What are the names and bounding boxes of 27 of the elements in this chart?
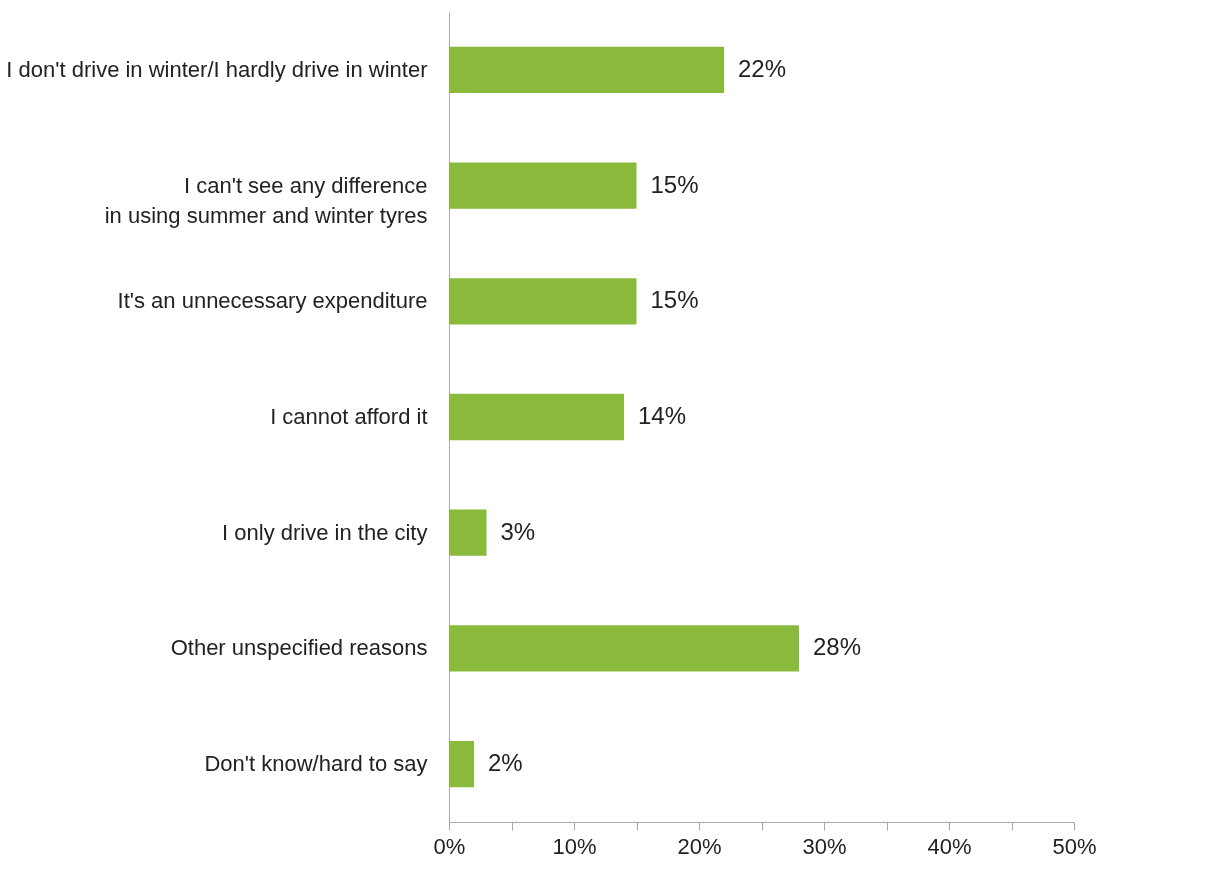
bar: [449, 46, 724, 93]
bar: [449, 625, 799, 672]
x-tick-label: 40%: [927, 833, 972, 859]
y-tick-label: I don't drive in winter/I hardly drive in winter: [6, 56, 428, 82]
y-tick-label: It's an unnecessary expenditure: [117, 288, 428, 314]
y-tick-label: I only drive in the city: [222, 519, 428, 545]
x-tick-label: 0%: [433, 833, 466, 859]
data-label: 2%: [488, 749, 523, 777]
bar: [449, 741, 474, 788]
data-label: 3%: [500, 517, 536, 545]
data-label: 22%: [738, 54, 787, 82]
y-tick-label: I cannot afford it: [270, 404, 428, 429]
bar: [449, 393, 624, 441]
data-label: 28%: [813, 633, 862, 661]
y-tick-label: Don't know/hard to say: [204, 751, 428, 777]
x-tick-label: 10%: [552, 833, 597, 859]
y-tick-label: I can't see any difference in using summer and winter tyres: [104, 172, 428, 228]
bar: [449, 278, 637, 325]
bar: [449, 509, 487, 556]
x-tick-label: 20%: [677, 833, 722, 859]
y-tick-label: Other unspecified reasons: [170, 635, 428, 661]
x-tick-label: 30%: [802, 833, 847, 859]
x-tick-label: 50%: [1052, 833, 1097, 859]
data-label: 15%: [650, 286, 699, 314]
data-label: 15%: [650, 170, 699, 198]
data-label: 14%: [638, 402, 687, 429]
bar: [449, 162, 637, 209]
